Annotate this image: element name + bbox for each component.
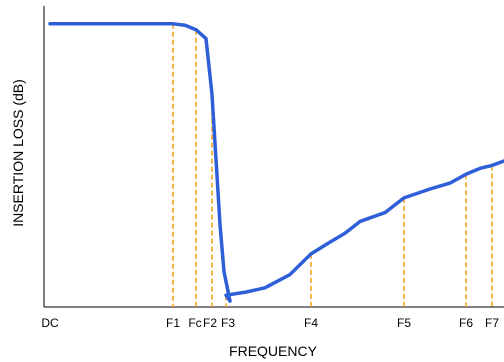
x-tick-label-f6: F6 — [459, 316, 473, 330]
x-tick-label-fc: Fc — [188, 316, 201, 330]
insertion-loss-line — [48, 22, 504, 303]
x-tick-label-dc: DC — [41, 316, 59, 330]
x-tick-label-f2: F2 — [203, 316, 217, 330]
frequency-markers — [172, 23, 493, 307]
y-axis-title: INSERTION LOSS (dB) — [10, 79, 26, 227]
chart-axes — [43, 6, 504, 308]
chart-series — [48, 22, 504, 303]
x-tick-label-f7: F7 — [485, 316, 499, 330]
x-tick-label-f3: F3 — [221, 316, 235, 330]
x-tick-label-f4: F4 — [304, 316, 318, 330]
x-tick-label-f5: F5 — [397, 316, 411, 330]
x-tick-label-f1: F1 — [166, 316, 180, 330]
x-tick-labels: DC F1 Fc F2 F3 F4 F5 F6 F7 — [41, 316, 499, 330]
x-axis-title: FREQUENCY — [229, 343, 318, 359]
